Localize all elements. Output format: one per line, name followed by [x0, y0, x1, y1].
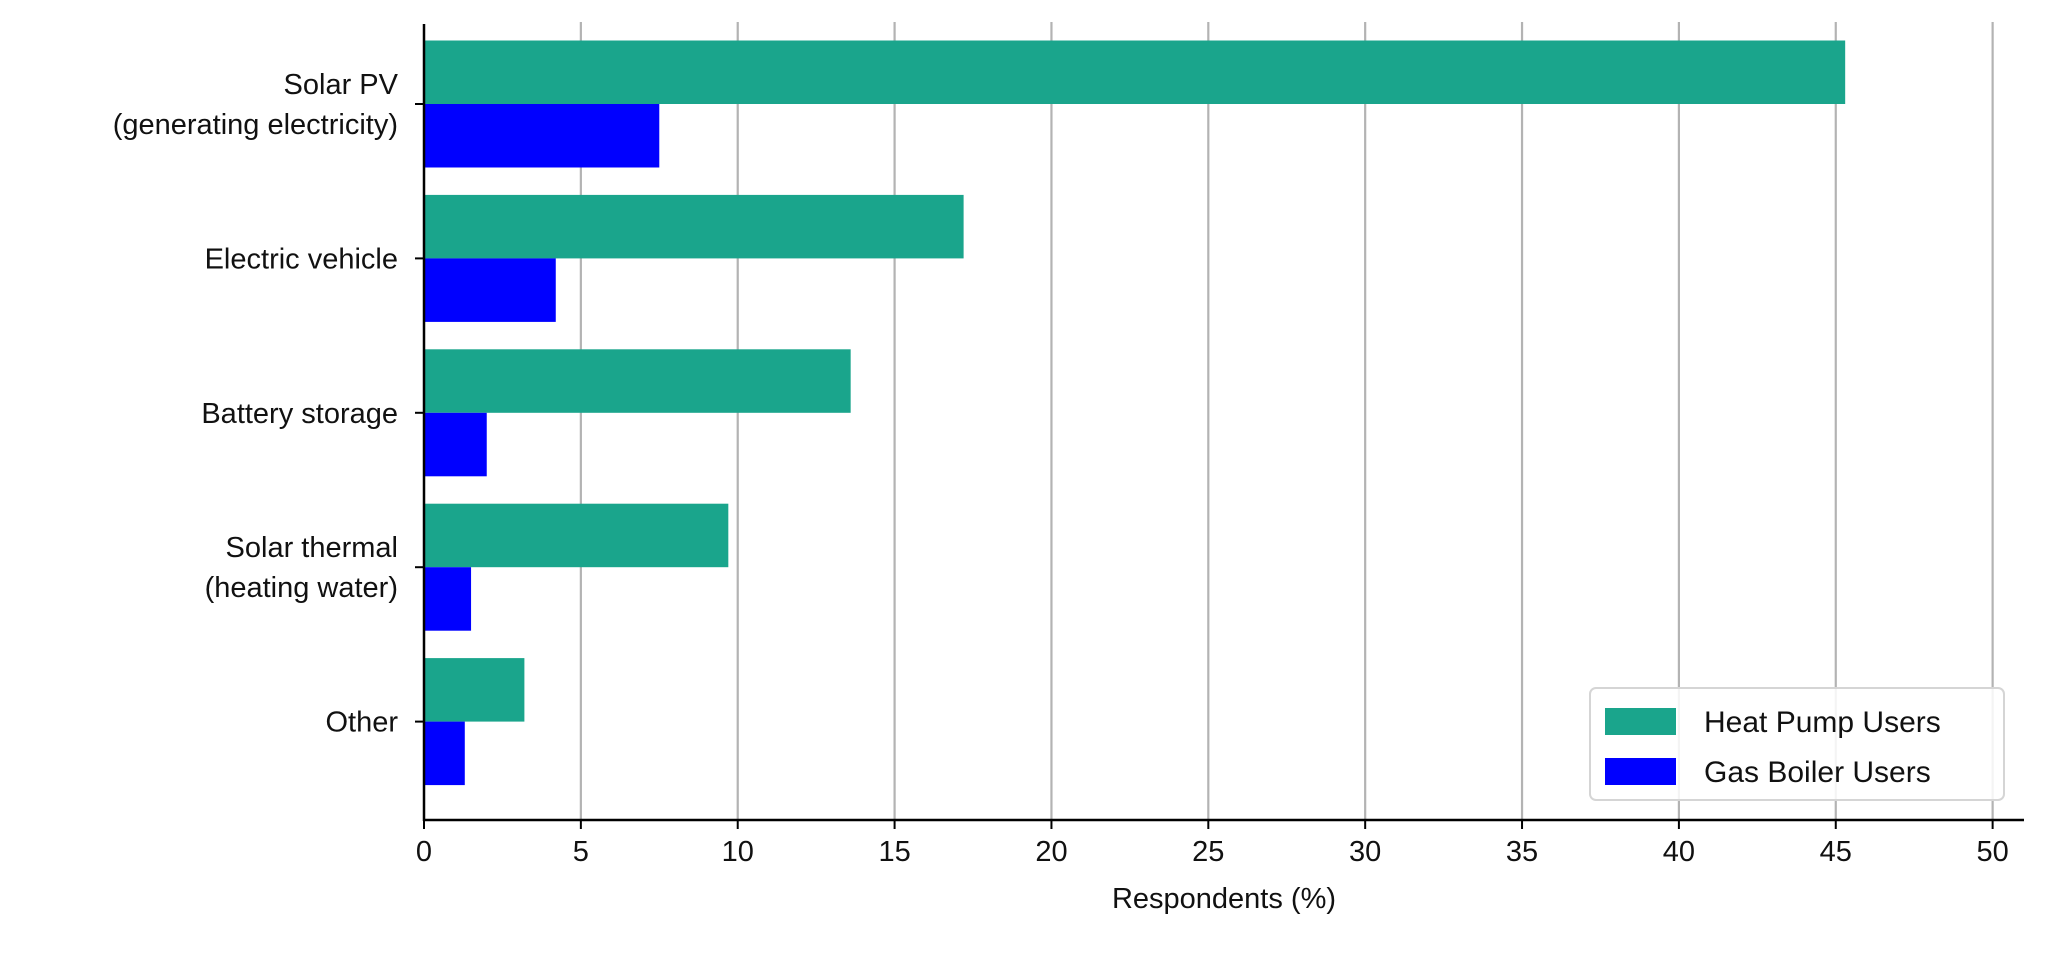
x-tick-label: 0	[416, 836, 432, 868]
y-tick-label: Electric vehicle	[205, 243, 398, 275]
legend: Heat Pump Users Gas Boiler Users	[1589, 687, 2005, 801]
bar-heat-pump-0	[424, 40, 1846, 104]
y-tick-label: Solar PV (generating electricity)	[113, 69, 399, 141]
y-axis-ticks: Solar PV (generating electricity) Electric…	[113, 69, 424, 739]
bar-heat-pump-1	[424, 194, 964, 259]
x-tick-label: 35	[1506, 836, 1538, 868]
bar-gas-boiler-3	[424, 567, 472, 631]
bar-gas-boiler-2	[424, 412, 487, 477]
bar-gas-boiler-4	[424, 721, 465, 786]
legend-box	[1589, 687, 2005, 801]
bar-gas-boiler-0	[424, 104, 660, 168]
x-axis-title: Respondents (%)	[1112, 883, 1336, 915]
legend-swatch	[1605, 708, 1676, 735]
x-tick-label: 50	[1976, 836, 2008, 868]
x-tick-label: 5	[573, 836, 589, 868]
bar-gas-boiler-1	[424, 258, 556, 322]
axes	[422, 24, 2024, 822]
x-tick-label: 40	[1663, 836, 1695, 868]
y-tick-label: Battery storage	[201, 398, 398, 430]
legend-swatch	[1605, 758, 1676, 785]
x-tick-label: 25	[1192, 836, 1224, 868]
legend-label: Gas Boiler Users	[1704, 756, 1931, 789]
bar-heat-pump-4	[424, 658, 525, 722]
x-tick-label: 20	[1035, 836, 1067, 868]
x-tick-label: 45	[1820, 836, 1852, 868]
x-tick-label: 15	[878, 836, 910, 868]
y-tick-label: Solar thermal (heating water)	[205, 532, 398, 604]
x-tick-label: 10	[722, 836, 754, 868]
bars	[424, 40, 1846, 786]
bar-heat-pump-3	[424, 503, 729, 568]
x-axis-ticks: 0 5 10 15 20 25 30 35 40 45 50	[416, 820, 2009, 868]
bar-heat-pump-2	[424, 349, 851, 413]
legend-label: Heat Pump Users	[1704, 706, 1941, 739]
y-tick-label: Other	[325, 707, 398, 739]
x-tick-label: 30	[1349, 836, 1381, 868]
